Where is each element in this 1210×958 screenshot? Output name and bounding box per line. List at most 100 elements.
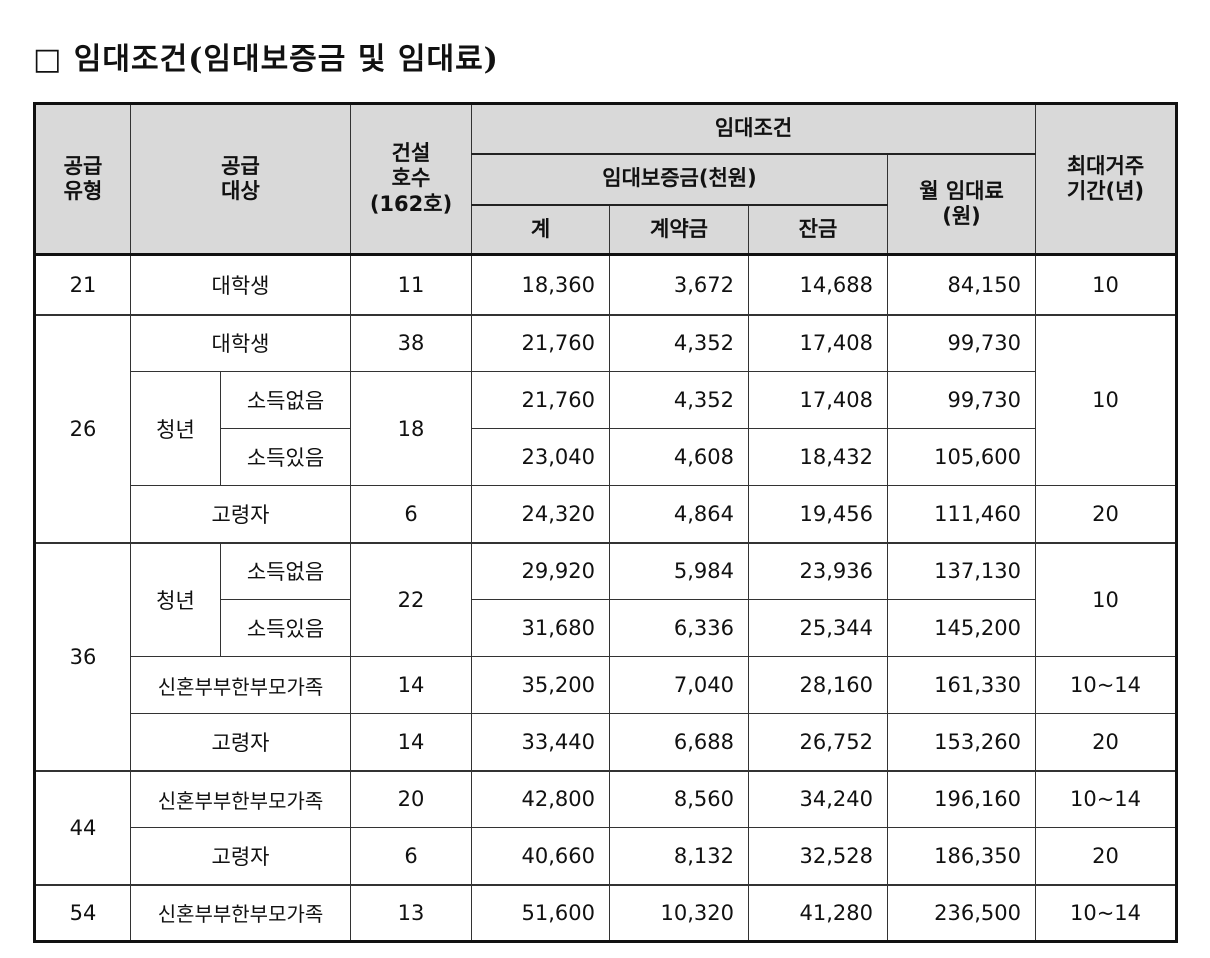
target-cell: 소득있음	[220, 599, 351, 657]
period-cell: 10	[1035, 254, 1177, 316]
rent-cell: 145,200	[887, 599, 1036, 657]
rent-cell: 137,130	[887, 542, 1036, 600]
table-row: 36 청년 소득없음 22 29,920 5,984 23,936 137,13…	[34, 542, 1177, 772]
supply-type-cell: 36	[34, 542, 131, 772]
target-cell: 대학생	[130, 254, 351, 316]
target-cell: 신혼부부한부모가족	[130, 770, 351, 828]
balance-cell: 25,344	[748, 599, 888, 657]
units-cell: 6	[350, 485, 472, 544]
target-cell: 고령자	[130, 485, 351, 544]
target-cell: 신혼부부한부모가족	[130, 884, 351, 942]
header-total: 계	[471, 204, 610, 255]
header-deposit: 임대보증금(천원)	[471, 153, 888, 206]
down-payment-cell: 8,132	[609, 827, 749, 886]
target-cell: 소득없음	[220, 371, 351, 429]
target-cell: 소득없음	[220, 542, 351, 600]
down-payment-cell: 10,320	[609, 884, 749, 942]
total-cell: 24,320	[471, 485, 610, 544]
period-cell: 10	[1035, 314, 1177, 486]
header-lease-conditions: 임대조건	[471, 103, 1036, 155]
balance-cell: 17,408	[748, 314, 888, 372]
period-cell: 10~14	[1035, 770, 1177, 828]
balance-cell: 28,160	[748, 656, 888, 714]
down-payment-cell: 4,608	[609, 428, 749, 486]
total-cell: 42,800	[471, 770, 610, 828]
group-cell: 청년	[130, 371, 221, 486]
down-payment-cell: 7,040	[609, 656, 749, 714]
table-row: 21 대학생 11 18,360 3,672 14,688 84,150 10	[34, 254, 1177, 316]
lease-conditions-table: 공급 유형 공급 대상 건설 호수 (162호) 임대조건 최대거주 기간(년)…	[33, 102, 1178, 943]
total-cell: 40,660	[471, 827, 610, 886]
table-row: 고령자 14 33,440 6,688 26,752 153,260 20	[35, 713, 1177, 772]
period-cell: 10	[1035, 542, 1177, 657]
balance-cell: 23,936	[748, 542, 888, 600]
header-max-residence: 최대거주 기간(년)	[1035, 103, 1177, 255]
target-cell: 대학생	[130, 314, 351, 372]
header-balance: 잔금	[748, 204, 888, 255]
units-cell: 18	[350, 371, 472, 486]
supply-type-cell: 26	[34, 314, 131, 544]
total-cell: 29,920	[471, 542, 610, 600]
period-cell: 10~14	[1035, 884, 1177, 942]
units-cell: 14	[350, 656, 472, 714]
total-cell: 18,360	[471, 254, 610, 316]
rent-cell: 153,260	[887, 713, 1036, 772]
balance-cell: 26,752	[748, 713, 888, 772]
total-cell: 21,760	[471, 371, 610, 429]
supply-type-cell: 44	[34, 770, 131, 886]
units-cell: 14	[350, 713, 472, 772]
header-monthly-rent: 월 임대료 (원)	[887, 153, 1036, 255]
units-cell: 38	[350, 314, 472, 372]
total-cell: 51,600	[471, 884, 610, 942]
period-cell: 20	[1035, 485, 1177, 544]
table-row: 소득있음 31,680 6,336 25,344 145,200	[35, 599, 1177, 657]
balance-cell: 17,408	[748, 371, 888, 429]
table-row: 44 신혼부부한부모가족 20 42,800 8,560 34,240 196,…	[34, 770, 1177, 886]
rent-cell: 161,330	[887, 656, 1036, 714]
balance-cell: 32,528	[748, 827, 888, 886]
units-cell: 6	[350, 827, 472, 886]
target-cell: 고령자	[130, 827, 351, 886]
balance-cell: 41,280	[748, 884, 888, 942]
down-payment-cell: 4,352	[609, 371, 749, 429]
down-payment-cell: 6,336	[609, 599, 749, 657]
units-cell: 13	[350, 884, 472, 942]
total-cell: 33,440	[471, 713, 610, 772]
target-cell: 신혼부부한부모가족	[130, 656, 351, 714]
header-supply-target: 공급 대상	[130, 103, 351, 255]
table-row: 54 신혼부부한부모가족 13 51,600 10,320 41,280 236…	[34, 884, 1177, 942]
table-row: 고령자 6 40,660 8,132 32,528 186,350 20	[35, 827, 1177, 886]
target-cell: 소득있음	[220, 428, 351, 486]
table-row: 신혼부부한부모가족 14 35,200 7,040 28,160 161,330…	[35, 656, 1177, 714]
supply-type-cell: 21	[34, 254, 131, 316]
down-payment-cell: 5,984	[609, 542, 749, 600]
total-cell: 21,760	[471, 314, 610, 372]
down-payment-cell: 4,864	[609, 485, 749, 544]
balance-cell: 34,240	[748, 770, 888, 828]
table-row: 26 대학생 38 21,760 4,352 17,408 99,730 10	[34, 314, 1177, 544]
balance-cell: 14,688	[748, 254, 888, 316]
page-title: □ 임대조건(임대보증금 및 임대료)	[33, 42, 499, 77]
balance-cell: 18,432	[748, 428, 888, 486]
header-supply-type: 공급 유형	[34, 103, 131, 255]
group-cell: 청년	[130, 542, 221, 657]
balance-cell: 19,456	[748, 485, 888, 544]
units-cell: 22	[350, 542, 472, 657]
rent-cell: 84,150	[887, 254, 1036, 316]
total-cell: 31,680	[471, 599, 610, 657]
rent-cell: 105,600	[887, 428, 1036, 486]
rent-cell: 99,730	[887, 314, 1036, 372]
period-cell: 20	[1035, 827, 1177, 886]
units-cell: 11	[350, 254, 472, 316]
total-cell: 35,200	[471, 656, 610, 714]
down-payment-cell: 6,688	[609, 713, 749, 772]
header-units: 건설 호수 (162호)	[350, 103, 472, 255]
total-cell: 23,040	[471, 428, 610, 486]
table-row: 고령자 6 24,320 4,864 19,456 111,460 20	[35, 485, 1177, 544]
header-down-payment: 계약금	[609, 204, 749, 255]
period-cell: 20	[1035, 713, 1177, 772]
rent-cell: 99,730	[887, 371, 1036, 429]
rent-cell: 236,500	[887, 884, 1036, 942]
rent-cell: 196,160	[887, 770, 1036, 828]
supply-type-cell: 54	[34, 884, 131, 942]
